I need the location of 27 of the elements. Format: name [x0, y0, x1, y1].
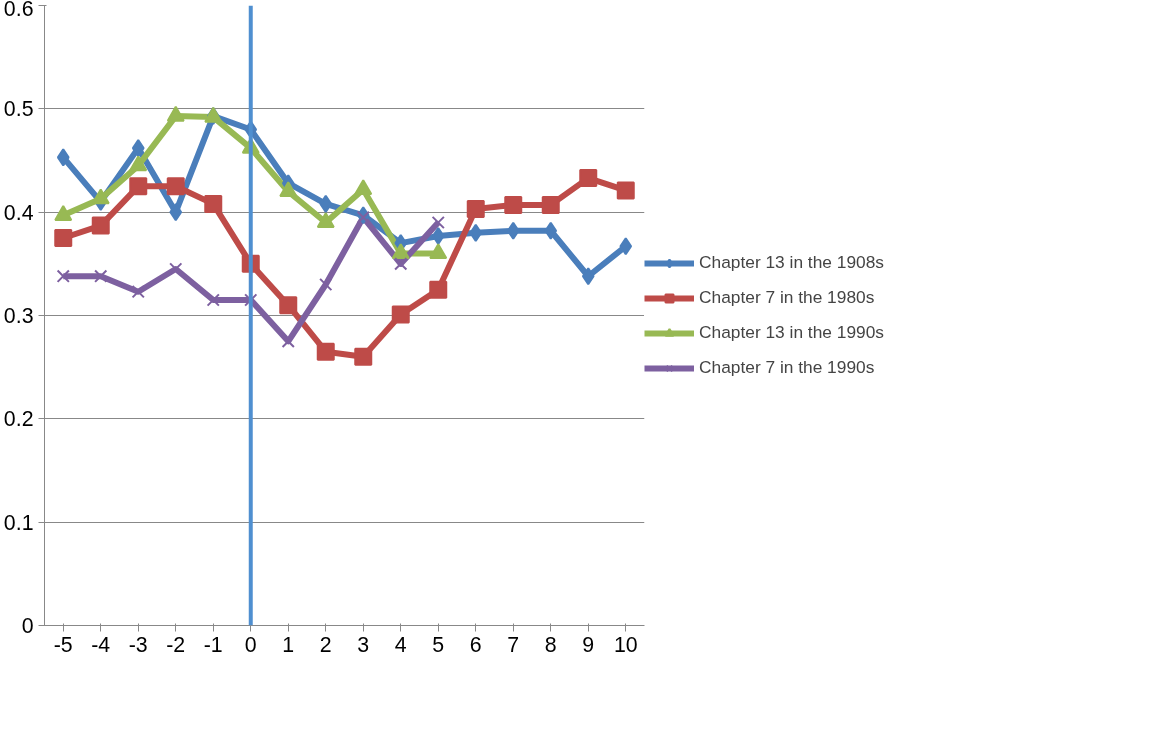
- x-tick-label: -4: [91, 632, 111, 657]
- y-tick-label: 0.4: [3, 200, 34, 225]
- legend-label: Chapter 13 in the 1990s: [699, 322, 884, 343]
- y-tick-label: 0.2: [3, 407, 34, 432]
- x-tick-label: 10: [613, 632, 638, 657]
- x-tick-label: 0: [244, 632, 257, 657]
- x-tick-label: -5: [53, 632, 73, 657]
- x-tick-label: 1: [282, 632, 295, 657]
- x-tick-label: 8: [544, 632, 557, 657]
- legend-label: Chapter 13 in the 1908s: [699, 252, 884, 273]
- y-tick-label: 0.3: [3, 304, 34, 328]
- y-tick-label: 0.5: [3, 97, 34, 122]
- x-tick-label: -1: [203, 632, 223, 657]
- x-tick-label: -3: [128, 632, 148, 657]
- legend-label: Chapter 7 in the 1980s: [699, 287, 875, 308]
- x-tick-label: 9: [582, 632, 595, 657]
- x-tick-label: 5: [432, 632, 445, 657]
- x-tick-label: 2: [319, 632, 332, 657]
- x-tick-label: 4: [394, 632, 407, 657]
- y-tick-label: 0.1: [3, 510, 34, 535]
- legend-label: Chapter 7 in the 1990s: [699, 357, 875, 378]
- y-tick-label: 0: [21, 614, 34, 638]
- x-tick-label: 7: [507, 632, 520, 657]
- x-tick-label: -2: [166, 632, 186, 657]
- y-tick-label: 0.6: [3, 0, 34, 21]
- x-tick-label: 3: [357, 632, 370, 657]
- x-tick-label: 6: [469, 632, 482, 657]
